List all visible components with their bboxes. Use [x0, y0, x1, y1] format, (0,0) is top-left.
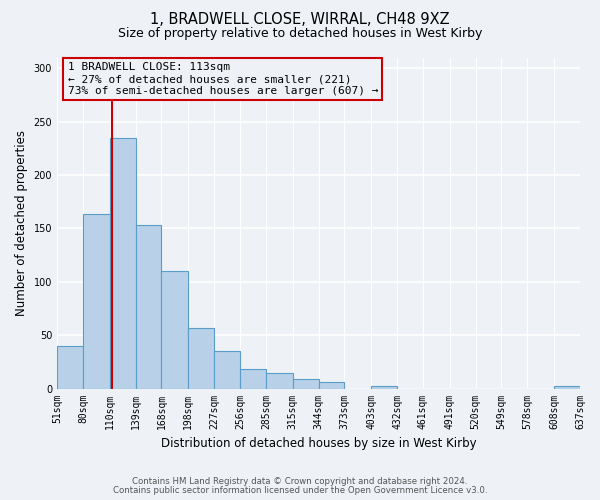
Bar [371, 386, 397, 388]
X-axis label: Distribution of detached houses by size in West Kirby: Distribution of detached houses by size … [161, 437, 476, 450]
Bar [214, 351, 240, 389]
Y-axis label: Number of detached properties: Number of detached properties [15, 130, 28, 316]
Bar [554, 386, 580, 388]
Bar [110, 138, 136, 388]
Text: Contains public sector information licensed under the Open Government Licence v3: Contains public sector information licen… [113, 486, 487, 495]
Bar [161, 271, 188, 388]
Text: Contains HM Land Registry data © Crown copyright and database right 2024.: Contains HM Land Registry data © Crown c… [132, 477, 468, 486]
Bar [293, 379, 319, 388]
Text: 1, BRADWELL CLOSE, WIRRAL, CH48 9XZ: 1, BRADWELL CLOSE, WIRRAL, CH48 9XZ [150, 12, 450, 28]
Bar [188, 328, 214, 388]
Bar [136, 225, 161, 388]
Bar [57, 346, 83, 389]
Bar [319, 382, 344, 388]
Bar [83, 214, 110, 388]
Text: 1 BRADWELL CLOSE: 113sqm
← 27% of detached houses are smaller (221)
73% of semi-: 1 BRADWELL CLOSE: 113sqm ← 27% of detach… [68, 62, 378, 96]
Bar [266, 372, 293, 388]
Bar [240, 370, 266, 388]
Text: Size of property relative to detached houses in West Kirby: Size of property relative to detached ho… [118, 28, 482, 40]
